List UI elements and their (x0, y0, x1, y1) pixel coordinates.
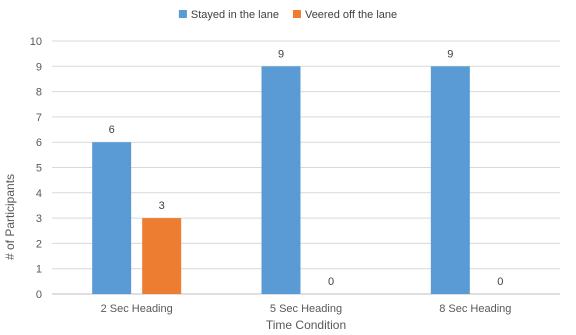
legend-item: Stayed in the lane (178, 9, 279, 21)
data-label: 6 (109, 124, 115, 136)
bar-stayed-2 (261, 66, 301, 294)
y-tick-label: 4 (36, 188, 42, 200)
y-tick-label: 5 (36, 163, 42, 175)
y-tick-label: 1 (36, 264, 42, 276)
bars (92, 66, 470, 294)
legend-label: Stayed in the lane (191, 9, 279, 21)
y-tick-label: 10 (30, 36, 42, 48)
legend-item: Veered off the lane (292, 9, 397, 21)
data-label: 9 (447, 48, 453, 60)
y-tick-label: 2 (36, 238, 42, 250)
y-axis: 0 1 2 3 4 5 6 7 8 9 10 (30, 36, 42, 301)
y-tick-label: 0 (36, 289, 42, 301)
y-tick-label: 8 (36, 87, 42, 99)
y-tick-label: 3 (36, 213, 42, 225)
bar-stayed-3 (430, 66, 470, 294)
x-axis-title: Time Condition (266, 318, 346, 332)
bar-stayed-1 (92, 142, 132, 294)
data-label: 0 (497, 276, 503, 288)
y-tick-label: 9 (36, 61, 42, 73)
legend-label: Veered off the lane (305, 9, 397, 21)
data-label: 9 (278, 48, 284, 60)
y-axis-title: # of Participants (3, 174, 17, 260)
x-tick-label: 8 Sec Heading (439, 303, 511, 315)
x-axis: 2 Sec Heading 5 Sec Heading 8 Sec Heading (101, 303, 512, 315)
x-tick-label: 2 Sec Heading (101, 303, 173, 315)
data-label: 3 (159, 200, 165, 212)
y-tick-label: 6 (36, 137, 42, 149)
legend-swatch (292, 10, 301, 18)
bar-veered-1 (142, 218, 182, 294)
data-label: 0 (328, 276, 334, 288)
legend-swatch (178, 10, 187, 18)
y-tick-label: 7 (36, 112, 42, 124)
legend: Stayed in the lane Veered off the lane (178, 9, 397, 21)
data-labels: 6 3 9 0 9 0 (109, 48, 504, 288)
gridlines (52, 40, 560, 295)
x-tick-label: 5 Sec Heading (270, 303, 342, 315)
